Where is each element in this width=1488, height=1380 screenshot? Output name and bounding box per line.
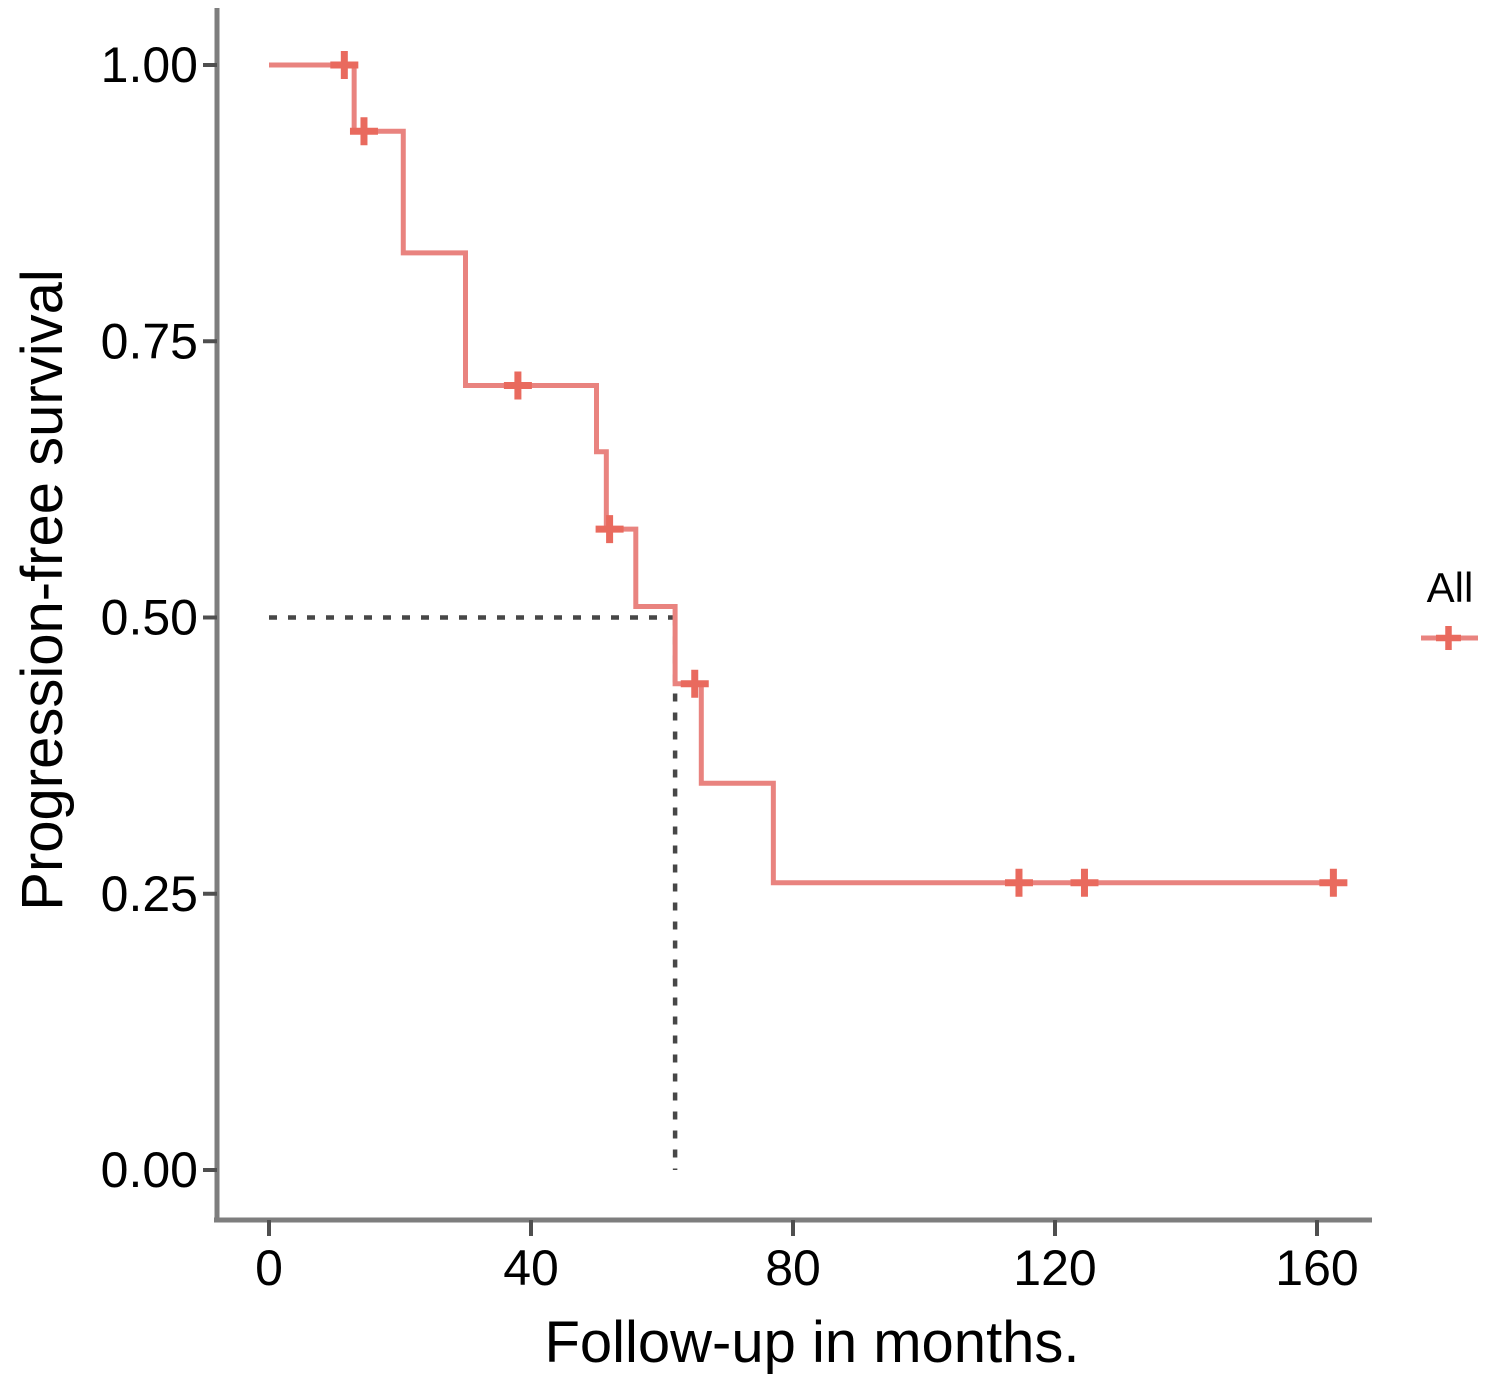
x-tick-label: 0 (255, 1240, 283, 1296)
x-axis-ticks (267, 1220, 1319, 1236)
x-axis-title: Follow-up in months. (544, 1310, 1079, 1375)
legend-key-censor-icon (1421, 626, 1478, 650)
km-survival-curve-group (269, 62, 1340, 886)
censor-plus-icon (349, 117, 378, 146)
median-dashed-line (269, 615, 678, 1170)
censor-plus-icon (503, 371, 532, 400)
x-tick-label: 160 (1275, 1240, 1358, 1296)
y-tick-label: 0.25 (101, 866, 198, 922)
censor-plus-icon (1004, 868, 1033, 897)
censor-plus-icon (330, 51, 359, 79)
x-tick-label: 40 (503, 1240, 559, 1296)
legend-censor-plus-icon (1436, 626, 1461, 650)
legend-label-all: All (1427, 564, 1474, 611)
y-axis-tick-labels: 0.00 0.25 0.50 0.75 1.00 (101, 37, 198, 1198)
axes (214, 8, 1372, 1223)
censor-plus-icon (1319, 868, 1348, 897)
y-tick-label: 0.50 (101, 590, 198, 646)
median-reference-lines (269, 615, 678, 1170)
y-axis-title: Progression-free survival (10, 269, 75, 910)
legend: All (1421, 564, 1478, 650)
x-tick-label: 80 (765, 1240, 821, 1296)
censor-plus-icon (1070, 868, 1099, 897)
y-tick-label: 0.00 (101, 1142, 198, 1198)
x-tick-label: 120 (1013, 1240, 1096, 1296)
y-tick-label: 0.75 (101, 313, 198, 369)
y-tick-label: 1.00 (101, 37, 198, 93)
km-survival-curve (269, 62, 1340, 886)
y-axis-ticks (203, 63, 217, 1172)
censor-plus-icon (680, 669, 709, 698)
x-axis-tick-labels: 0 40 80 120 160 (255, 1240, 1359, 1296)
censor-plus-icon (595, 515, 624, 544)
censor-marks (330, 51, 1348, 897)
